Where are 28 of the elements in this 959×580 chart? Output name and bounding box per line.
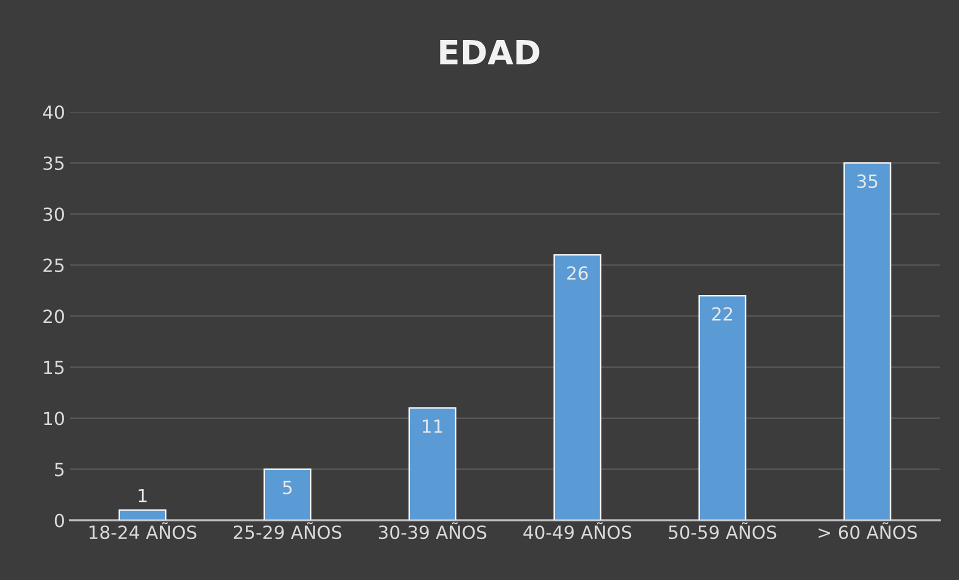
bar [843,162,892,520]
x-tick-label: 25-29 AÑOS [234,522,342,540]
data-label: 11 [422,420,442,433]
y-tick-label: 35 [44,156,64,170]
data-label: 5 [283,480,292,494]
bar [408,407,456,520]
data-label: 26 [567,266,588,280]
x-tick-label: 50-59 AÑOS [668,522,776,540]
x-tick-label: 30-39 AÑOS [378,522,486,540]
y-tick-label: 0 [54,514,64,528]
y-tick-label: 30 [44,207,64,222]
data-label: 22 [712,307,732,321]
y-tick-label: 5 [55,462,64,476]
y-tick-label: 25 [43,258,64,272]
y-tick-label: 10 [44,412,64,426]
y-tick-label: 40 [43,105,64,120]
x-tick-label: 18-24 AÑOS [90,522,196,540]
x-tick-label: > 60 AÑOS [818,522,917,540]
data-label: 35 [857,174,878,188]
bar [698,294,746,520]
y-tick-label: 15 [44,360,64,374]
y-tick-label: 20 [43,310,64,324]
bar [554,254,602,520]
bar [264,468,312,520]
chart-title: EDAD [440,40,540,64]
data-label: 1 [138,488,147,502]
x-tick-label: 40-49 AÑOS [523,522,632,540]
bar [118,509,166,520]
